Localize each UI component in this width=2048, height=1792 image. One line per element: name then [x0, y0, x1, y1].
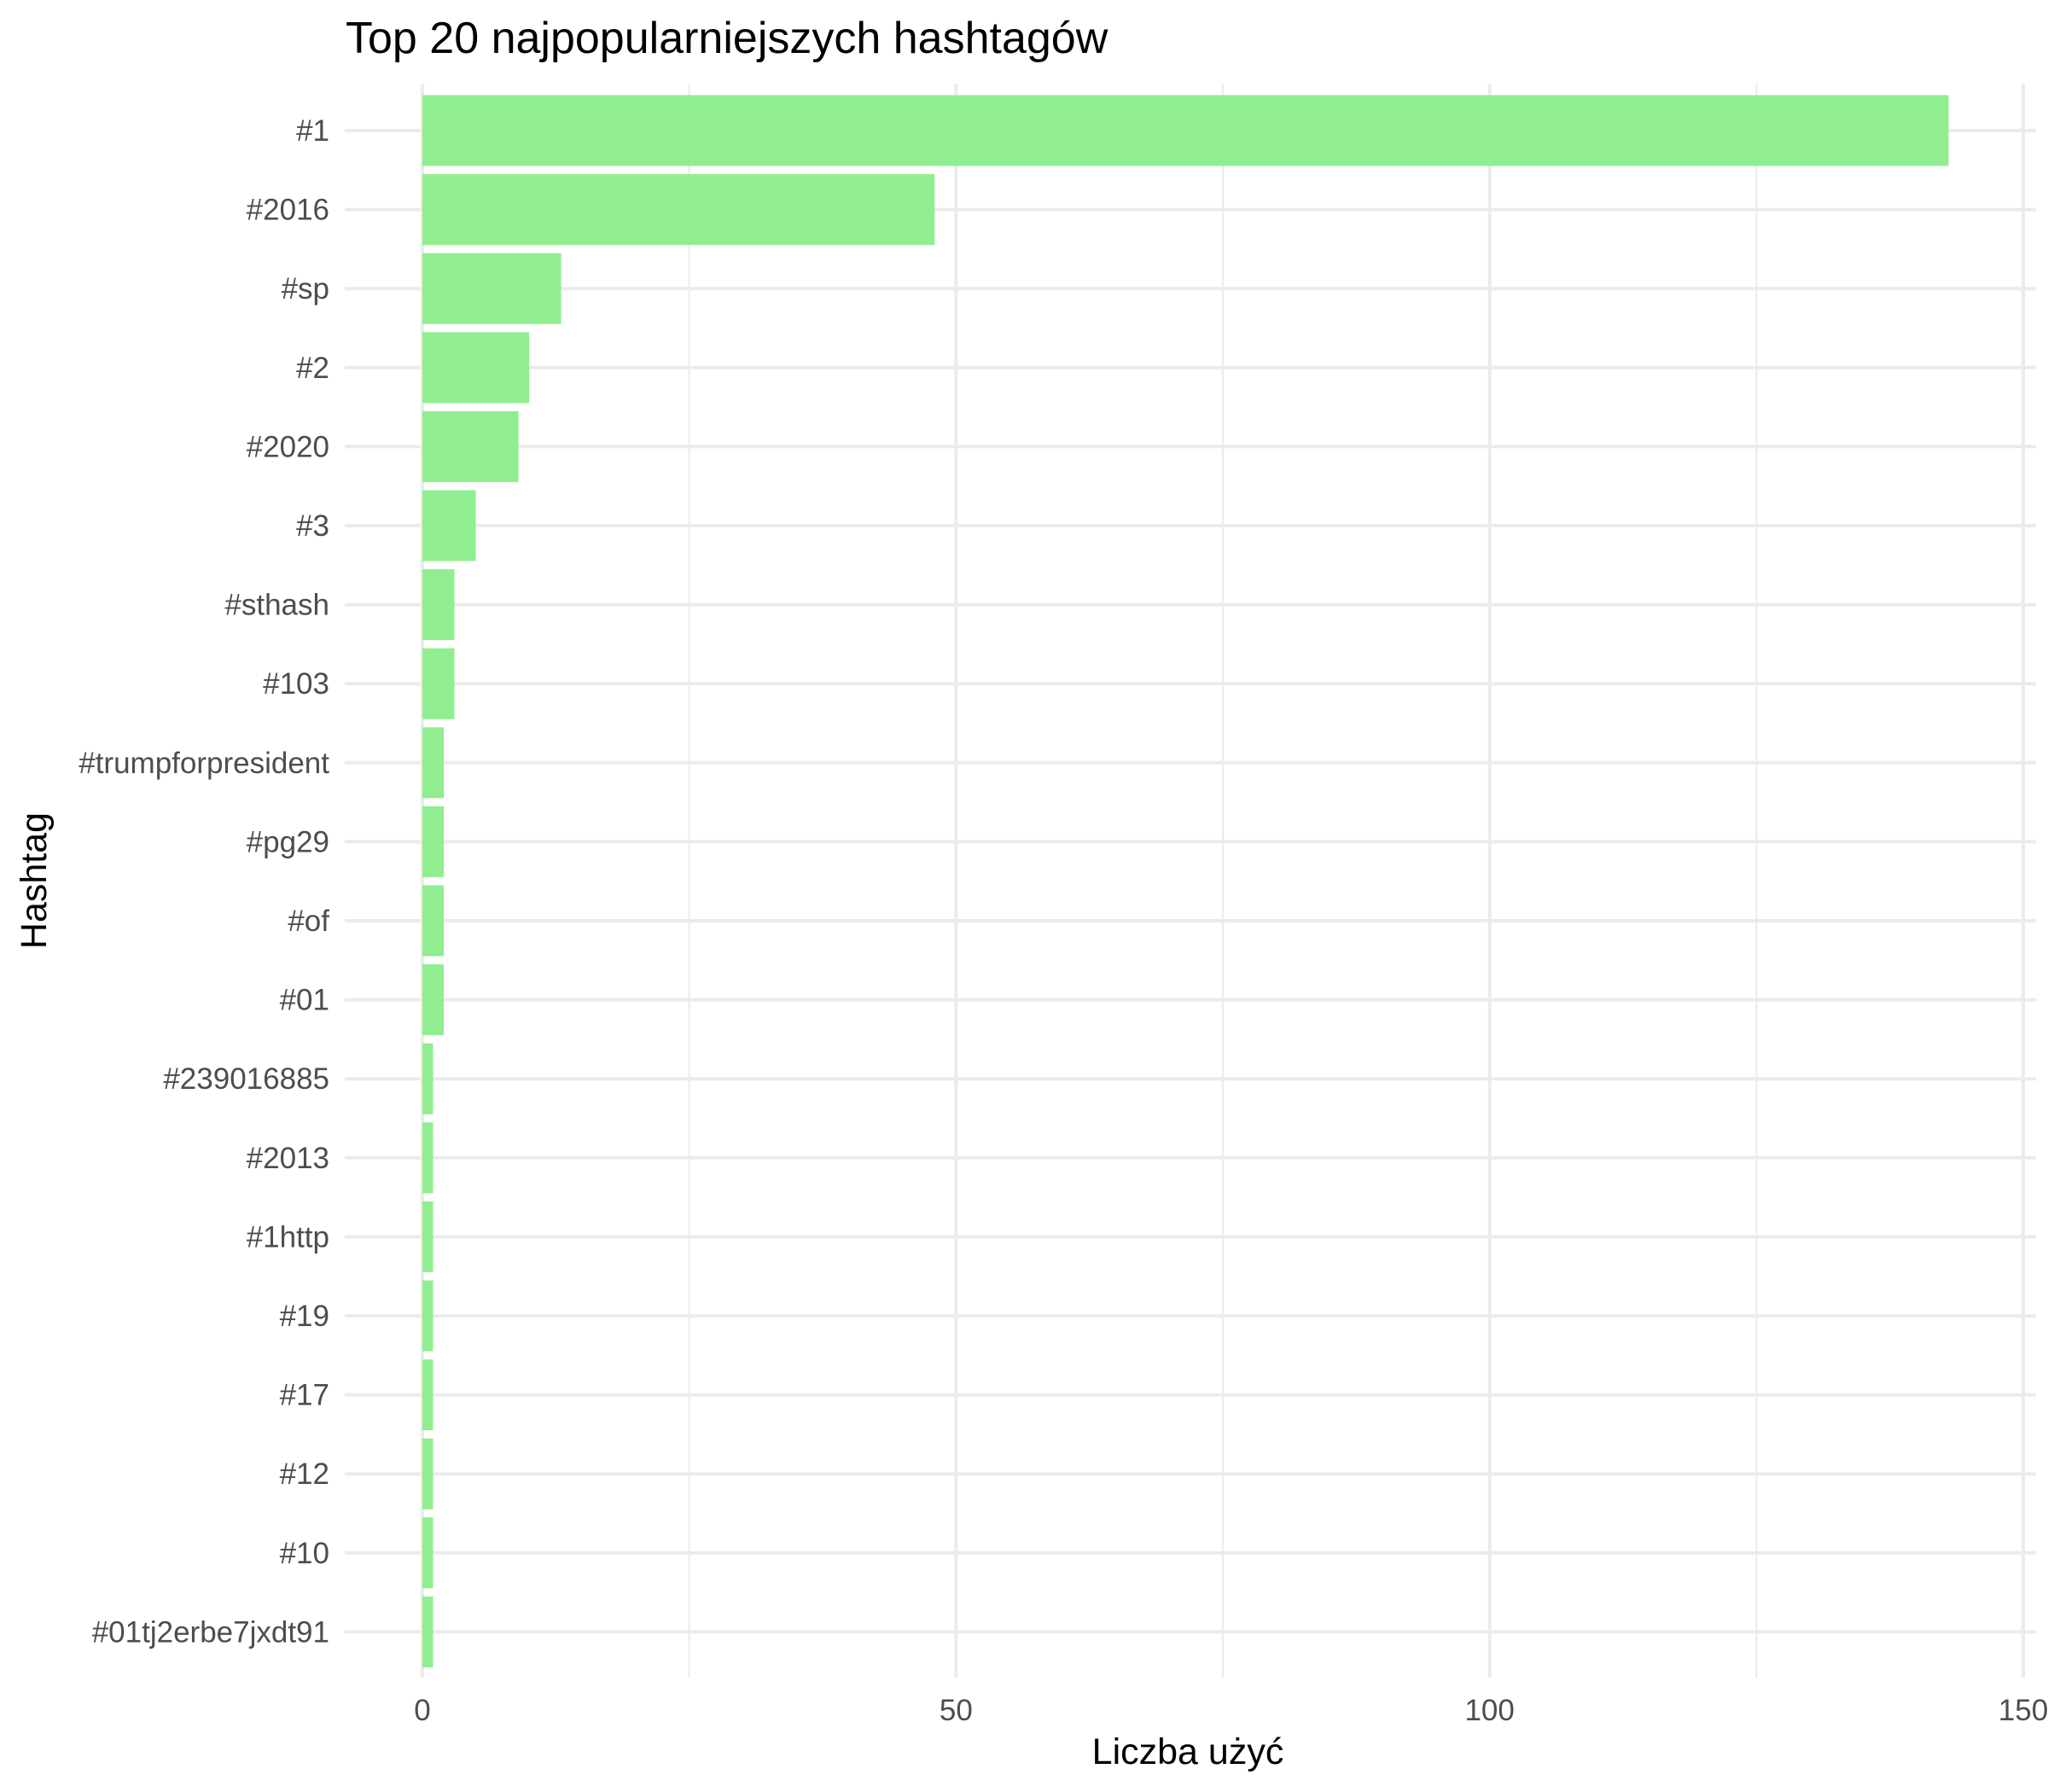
y-tick-label: #19 [280, 1300, 329, 1333]
y-tick-label: #of [288, 905, 329, 938]
bar [422, 727, 445, 799]
x-axis-title: Liczba użyć [1092, 1731, 1284, 1772]
bar [422, 964, 445, 1036]
bar [422, 1596, 433, 1667]
bar [422, 1359, 433, 1431]
x-tick-label: 50 [940, 1694, 973, 1727]
y-tick-label: #103 [263, 667, 329, 701]
bar [422, 490, 476, 561]
bar [422, 1280, 433, 1352]
bar [422, 806, 445, 877]
bar [422, 410, 519, 482]
y-tick-label: #2020 [247, 430, 329, 463]
y-tick-label: #pg29 [247, 825, 329, 858]
y-tick-label: #sp [282, 272, 329, 305]
bar [422, 253, 561, 324]
bar [422, 1122, 433, 1194]
bar [422, 174, 935, 246]
bar [422, 1517, 433, 1589]
bar [422, 95, 1949, 166]
bar [422, 332, 530, 404]
y-tick-labels: #1 #2016 #sp #2 #2020 #3 #sthash #103 #trumpforp… [79, 114, 329, 1649]
y-tick-label: #2013 [247, 1142, 329, 1175]
x-tick-label: 100 [1464, 1694, 1514, 1727]
y-tick-label: #2016 [247, 194, 329, 227]
x-tick-label: 150 [1999, 1694, 2048, 1727]
bar [422, 569, 455, 641]
bar [422, 1201, 433, 1272]
y-tick-label: #2 [296, 352, 329, 385]
y-tick-label: #239016885 [163, 1062, 329, 1096]
x-tick-label: 0 [414, 1694, 430, 1727]
bar [422, 1043, 433, 1114]
y-axis-title: Hashtag [14, 812, 55, 949]
y-tick-label: #10 [280, 1537, 329, 1570]
bar [422, 885, 445, 957]
y-tick-label: #01 [280, 984, 329, 1017]
y-tick-label: #sthash [224, 589, 329, 622]
y-tick-label: #trumpforpresident [79, 747, 329, 780]
bar [422, 648, 455, 719]
bar [422, 1438, 433, 1510]
bars [422, 95, 1949, 1667]
grid-lines [345, 84, 2036, 1678]
chart-title: Top 20 najpopularniejszych hashtagów [346, 14, 1108, 63]
y-tick-label: #12 [280, 1457, 329, 1491]
y-tick-label: #17 [280, 1379, 329, 1412]
y-tick-label: #3 [296, 509, 329, 543]
x-tick-labels: 0 50 100 150 [414, 1694, 2048, 1727]
y-tick-label: #1http [247, 1220, 329, 1254]
y-tick-label: #1 [296, 114, 329, 148]
y-tick-label: #01tj2erbe7jxdt91 [92, 1615, 329, 1649]
